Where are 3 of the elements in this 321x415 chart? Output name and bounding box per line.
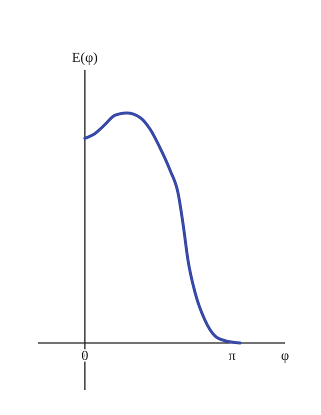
x-axis-title: φ [280,349,290,364]
y-axis-title: E(φ) [72,51,98,66]
x-tick-label: π [228,349,236,364]
